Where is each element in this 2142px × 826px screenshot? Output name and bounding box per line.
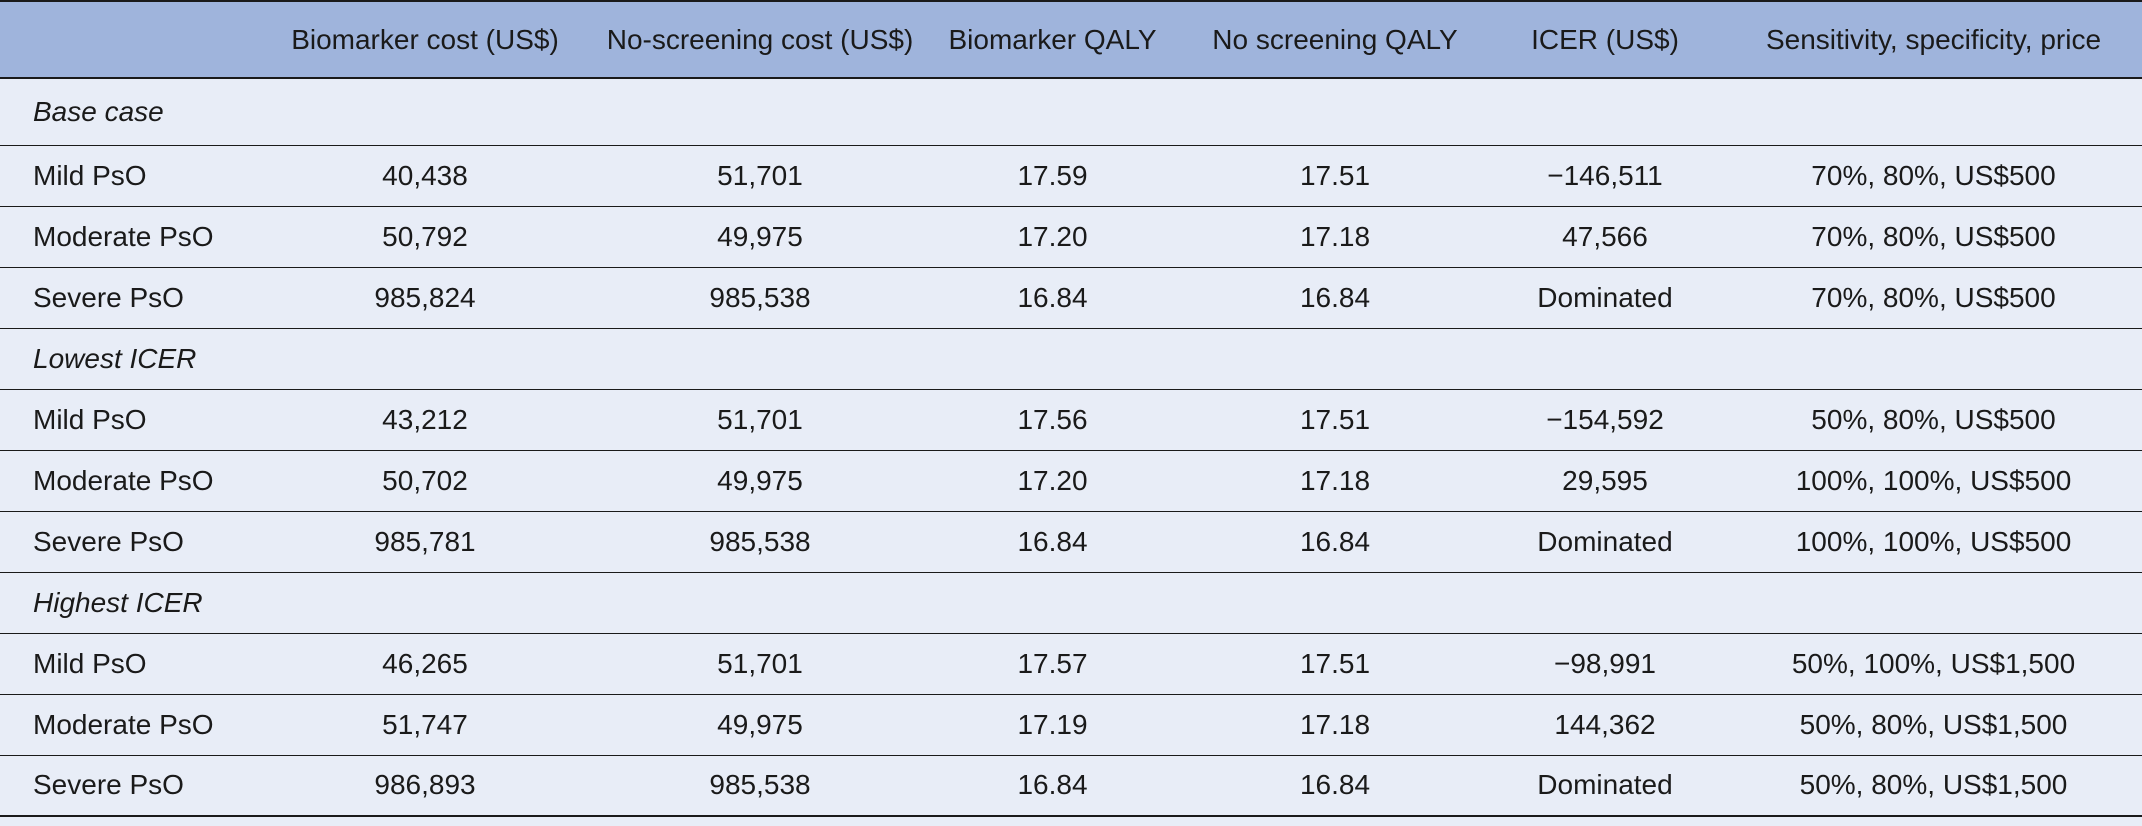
header-cell-label bbox=[0, 0, 250, 79]
cell-params: 50%, 80%, US$1,500 bbox=[1725, 694, 2142, 756]
cell-biomarker-cost: 50,792 bbox=[250, 206, 600, 268]
table-row: Moderate PsO 50,792 49,975 17.20 17.18 4… bbox=[0, 206, 2142, 268]
cell-biomarker-cost: 51,747 bbox=[250, 694, 600, 756]
cell-params: 100%, 100%, US$500 bbox=[1725, 511, 2142, 573]
cell-biomarker-cost: 50,702 bbox=[250, 450, 600, 512]
cell-biomarker-qaly: 17.57 bbox=[920, 633, 1185, 695]
cell-biomarker-cost: 43,212 bbox=[250, 389, 600, 451]
table-row: Mild PsO 43,212 51,701 17.56 17.51 −154,… bbox=[0, 389, 2142, 451]
cell-no-screening-cost: 51,701 bbox=[600, 633, 920, 695]
cell-biomarker-cost: 986,893 bbox=[250, 755, 600, 817]
cell-no-screening-qaly: 17.18 bbox=[1185, 206, 1485, 268]
cell-no-screening-qaly: 16.84 bbox=[1185, 511, 1485, 573]
cell-no-screening-cost: 985,538 bbox=[600, 755, 920, 817]
cell-no-screening-qaly: 17.51 bbox=[1185, 633, 1485, 695]
row-label: Severe PsO bbox=[0, 267, 250, 329]
row-label: Moderate PsO bbox=[0, 206, 250, 268]
header-cell-icer: ICER (US$) bbox=[1485, 0, 1725, 79]
cell-no-screening-qaly: 17.18 bbox=[1185, 694, 1485, 756]
header-row: Biomarker cost (US$) No-screening cost (… bbox=[0, 0, 2142, 79]
section-title: Base case bbox=[0, 78, 2142, 146]
table-header: Biomarker cost (US$) No-screening cost (… bbox=[0, 0, 2142, 79]
cell-biomarker-cost: 985,781 bbox=[250, 511, 600, 573]
cell-biomarker-qaly: 17.20 bbox=[920, 450, 1185, 512]
cell-no-screening-cost: 51,701 bbox=[600, 389, 920, 451]
cell-biomarker-qaly: 17.19 bbox=[920, 694, 1185, 756]
section-row: Base case bbox=[0, 78, 2142, 146]
section-title: Lowest ICER bbox=[0, 328, 2142, 390]
cell-params: 70%, 80%, US$500 bbox=[1725, 145, 2142, 207]
section-row: Lowest ICER bbox=[0, 328, 2142, 390]
table-row: Moderate PsO 50,702 49,975 17.20 17.18 2… bbox=[0, 450, 2142, 512]
row-label: Moderate PsO bbox=[0, 694, 250, 756]
cell-no-screening-qaly: 17.51 bbox=[1185, 389, 1485, 451]
cell-biomarker-cost: 985,824 bbox=[250, 267, 600, 329]
cell-params: 70%, 80%, US$500 bbox=[1725, 267, 2142, 329]
row-label: Moderate PsO bbox=[0, 450, 250, 512]
row-label: Severe PsO bbox=[0, 755, 250, 817]
header-cell-params: Sensitivity, specificity, price bbox=[1725, 0, 2142, 79]
cell-icer: Dominated bbox=[1485, 755, 1725, 817]
cell-biomarker-cost: 46,265 bbox=[250, 633, 600, 695]
cell-biomarker-cost: 40,438 bbox=[250, 145, 600, 207]
cell-icer: −98,991 bbox=[1485, 633, 1725, 695]
row-label: Mild PsO bbox=[0, 633, 250, 695]
cell-biomarker-qaly: 17.56 bbox=[920, 389, 1185, 451]
cell-params: 50%, 80%, US$500 bbox=[1725, 389, 2142, 451]
cell-no-screening-qaly: 16.84 bbox=[1185, 267, 1485, 329]
cell-no-screening-qaly: 16.84 bbox=[1185, 755, 1485, 817]
cell-no-screening-cost: 49,975 bbox=[600, 694, 920, 756]
cell-icer: Dominated bbox=[1485, 267, 1725, 329]
cell-icer: Dominated bbox=[1485, 511, 1725, 573]
row-label: Mild PsO bbox=[0, 389, 250, 451]
header-cell-no-screening-cost: No-screening cost (US$) bbox=[600, 0, 920, 79]
cell-biomarker-qaly: 16.84 bbox=[920, 755, 1185, 817]
cell-biomarker-qaly: 17.59 bbox=[920, 145, 1185, 207]
cell-biomarker-qaly: 16.84 bbox=[920, 267, 1185, 329]
table-row: Mild PsO 46,265 51,701 17.57 17.51 −98,9… bbox=[0, 633, 2142, 695]
cell-icer: 47,566 bbox=[1485, 206, 1725, 268]
cell-biomarker-qaly: 17.20 bbox=[920, 206, 1185, 268]
cell-no-screening-qaly: 17.18 bbox=[1185, 450, 1485, 512]
table-row: Severe PsO 985,824 985,538 16.84 16.84 D… bbox=[0, 267, 2142, 329]
cell-no-screening-qaly: 17.51 bbox=[1185, 145, 1485, 207]
cell-params: 70%, 80%, US$500 bbox=[1725, 206, 2142, 268]
table-row: Moderate PsO 51,747 49,975 17.19 17.18 1… bbox=[0, 694, 2142, 756]
cell-icer: 29,595 bbox=[1485, 450, 1725, 512]
cell-params: 50%, 80%, US$1,500 bbox=[1725, 755, 2142, 817]
header-cell-no-screening-qaly: No screening QALY bbox=[1185, 0, 1485, 79]
cell-no-screening-cost: 49,975 bbox=[600, 206, 920, 268]
cell-icer: −154,592 bbox=[1485, 389, 1725, 451]
cell-no-screening-cost: 51,701 bbox=[600, 145, 920, 207]
cell-biomarker-qaly: 16.84 bbox=[920, 511, 1185, 573]
header-cell-biomarker-qaly: Biomarker QALY bbox=[920, 0, 1185, 79]
row-label: Severe PsO bbox=[0, 511, 250, 573]
cell-icer: −146,511 bbox=[1485, 145, 1725, 207]
cell-params: 100%, 100%, US$500 bbox=[1725, 450, 2142, 512]
cell-no-screening-cost: 49,975 bbox=[600, 450, 920, 512]
section-row: Highest ICER bbox=[0, 572, 2142, 634]
table-row: Severe PsO 986,893 985,538 16.84 16.84 D… bbox=[0, 755, 2142, 817]
table-body: Base case Mild PsO 40,438 51,701 17.59 1… bbox=[0, 78, 2142, 817]
cell-params: 50%, 100%, US$1,500 bbox=[1725, 633, 2142, 695]
row-label: Mild PsO bbox=[0, 145, 250, 207]
cell-no-screening-cost: 985,538 bbox=[600, 511, 920, 573]
header-cell-biomarker-cost: Biomarker cost (US$) bbox=[250, 0, 600, 79]
cell-icer: 144,362 bbox=[1485, 694, 1725, 756]
table-row: Mild PsO 40,438 51,701 17.59 17.51 −146,… bbox=[0, 145, 2142, 207]
cell-no-screening-cost: 985,538 bbox=[600, 267, 920, 329]
section-title: Highest ICER bbox=[0, 572, 2142, 634]
table-row: Severe PsO 985,781 985,538 16.84 16.84 D… bbox=[0, 511, 2142, 573]
